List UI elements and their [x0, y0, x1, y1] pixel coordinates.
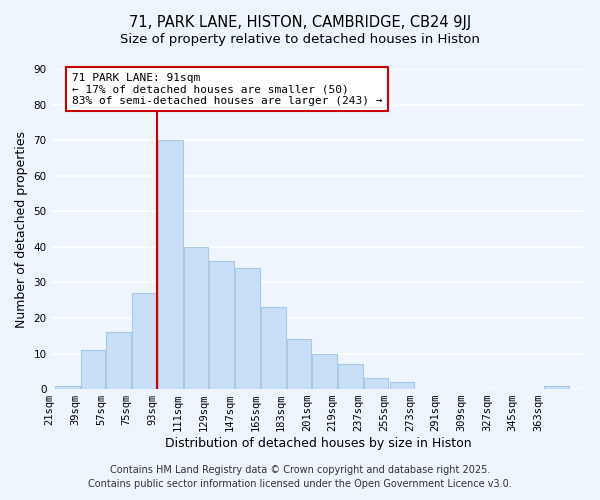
Bar: [209, 261, 234, 389]
Bar: [81, 350, 106, 389]
Bar: [55, 386, 80, 389]
Bar: [261, 308, 286, 389]
Text: 71 PARK LANE: 91sqm
← 17% of detached houses are smaller (50)
83% of semi-detach: 71 PARK LANE: 91sqm ← 17% of detached ho…: [71, 72, 382, 106]
Bar: [235, 268, 260, 389]
Text: 71, PARK LANE, HISTON, CAMBRIDGE, CB24 9JJ: 71, PARK LANE, HISTON, CAMBRIDGE, CB24 9…: [129, 15, 471, 30]
Bar: [184, 247, 208, 389]
Bar: [338, 364, 363, 389]
Bar: [287, 340, 311, 389]
Bar: [389, 382, 414, 389]
Bar: [313, 354, 337, 389]
X-axis label: Distribution of detached houses by size in Histon: Distribution of detached houses by size …: [165, 437, 472, 450]
Bar: [158, 140, 182, 389]
Bar: [106, 332, 131, 389]
Y-axis label: Number of detached properties: Number of detached properties: [15, 130, 28, 328]
Text: Contains HM Land Registry data © Crown copyright and database right 2025.
Contai: Contains HM Land Registry data © Crown c…: [88, 465, 512, 489]
Bar: [364, 378, 388, 389]
Text: Size of property relative to detached houses in Histon: Size of property relative to detached ho…: [120, 32, 480, 46]
Bar: [544, 386, 569, 389]
Bar: [132, 293, 157, 389]
